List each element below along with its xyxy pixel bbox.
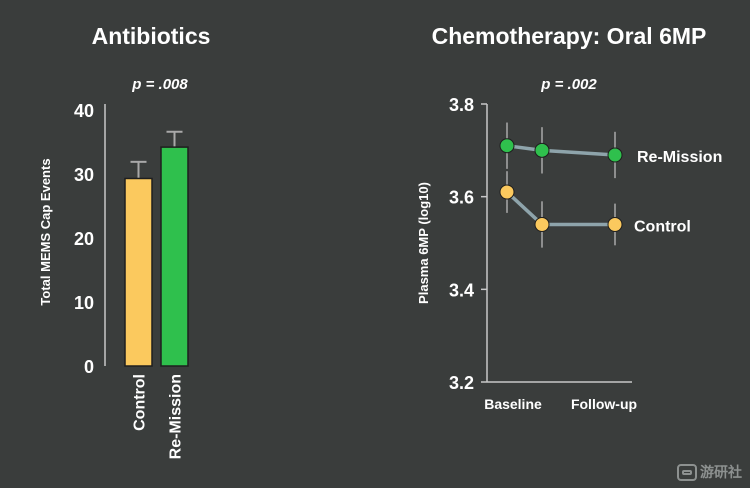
series-line-re-mission bbox=[506, 143, 616, 157]
chemotherapy-chart: Chemotherapy: Oral 6MP p = .002 Plasma 6… bbox=[416, 23, 722, 412]
series-label-re-mission: Re-Mission bbox=[637, 149, 722, 166]
series-label-control: Control bbox=[634, 218, 691, 235]
antibiotics-chart: Antibiotics p = .008 Total MEMS Cap Even… bbox=[38, 23, 210, 459]
chemotherapy-y-tick-3.2: 3.2 bbox=[449, 373, 474, 393]
chemotherapy-series: Re-Mission Control bbox=[499, 122, 722, 248]
x-label-control: Control bbox=[132, 374, 149, 431]
point-re-mission bbox=[534, 142, 550, 158]
x-label-follow-up: Follow-up bbox=[571, 396, 637, 412]
chemotherapy-y-tick-3.8: 3.8 bbox=[449, 95, 474, 115]
point-re-mission bbox=[499, 138, 515, 154]
point-re-mission bbox=[607, 147, 623, 163]
bar-control bbox=[124, 177, 153, 367]
point-control bbox=[499, 184, 515, 200]
chemotherapy-title: Chemotherapy: Oral 6MP bbox=[432, 23, 707, 49]
antibiotics-y-tick-30: 30 bbox=[74, 165, 94, 185]
point-control bbox=[607, 216, 623, 232]
antibiotics-y-tick-20: 20 bbox=[74, 229, 94, 249]
antibiotics-y-tick-40: 40 bbox=[74, 101, 94, 121]
antibiotics-p-value: p = .008 bbox=[131, 76, 188, 93]
antibiotics-y-tick-0: 0 bbox=[84, 357, 94, 377]
chemotherapy-y-tick-3.6: 3.6 bbox=[449, 188, 474, 208]
bar-re-mission bbox=[160, 146, 189, 367]
antibiotics-y-ticks: 0 10 20 30 40 bbox=[74, 101, 94, 377]
watermark-text: 游研社 bbox=[700, 465, 742, 481]
chemotherapy-y-ticks: 3.2 3.4 3.6 3.8 bbox=[449, 95, 487, 393]
antibiotics-bars bbox=[124, 130, 189, 367]
chemotherapy-y-tick-3.4: 3.4 bbox=[449, 280, 474, 300]
chemotherapy-x-labels: Baseline Follow-up bbox=[484, 396, 637, 412]
antibiotics-title: Antibiotics bbox=[92, 23, 211, 49]
point-control bbox=[534, 216, 550, 232]
x-label-baseline: Baseline bbox=[484, 396, 542, 412]
chemotherapy-y-label: Plasma 6MP (log10) bbox=[416, 182, 431, 304]
chemotherapy-p-value: p = .002 bbox=[540, 76, 597, 93]
x-label-re-mission: Re-Mission bbox=[168, 374, 185, 459]
gamepad-icon bbox=[677, 463, 697, 481]
antibiotics-y-tick-10: 10 bbox=[74, 293, 94, 313]
series-line-control bbox=[505, 190, 615, 227]
antibiotics-x-labels: Control Re-Mission bbox=[132, 374, 185, 459]
watermark: 游研社 bbox=[677, 462, 742, 482]
antibiotics-y-label: Total MEMS Cap Events bbox=[38, 158, 53, 305]
